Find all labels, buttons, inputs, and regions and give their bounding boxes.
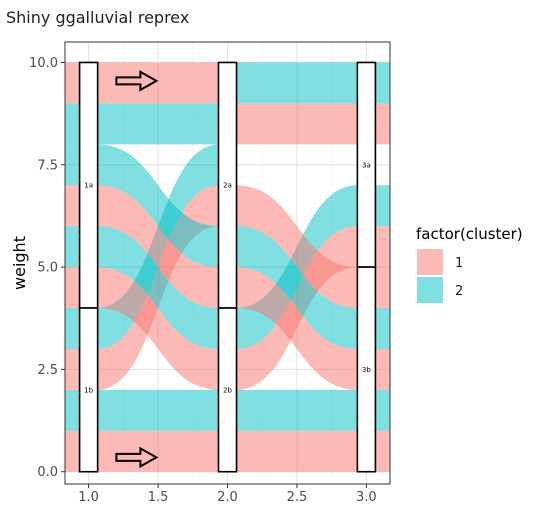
lode-edge <box>65 267 81 309</box>
lode-edge <box>65 144 81 186</box>
flow-band <box>96 389 220 431</box>
flow-band <box>235 185 359 309</box>
lode-edge <box>65 308 81 349</box>
y-tick-label: 10.0 <box>29 56 58 71</box>
x-tick-label: 2.5 <box>287 490 308 505</box>
x-tick-label: 2.0 <box>217 490 238 505</box>
flow-band <box>96 144 220 268</box>
flow-band <box>235 226 359 349</box>
legend-title: factor(cluster) <box>416 225 523 243</box>
lode-edge <box>65 389 81 431</box>
flow-band <box>235 389 359 431</box>
stratum-label: 3a <box>362 161 371 169</box>
legend-label-1: 1 <box>455 256 463 271</box>
y-tick-label: 7.5 <box>37 158 58 173</box>
chart-title: Shiny ggalluvial reprex <box>6 8 189 27</box>
flow-band <box>96 226 220 349</box>
lode-edge <box>65 185 81 227</box>
annotations <box>115 70 159 469</box>
stratum-box <box>356 266 377 473</box>
stratum-label: 1a <box>84 182 93 190</box>
stratum-label: 2b <box>223 386 232 394</box>
flow-band <box>96 267 220 390</box>
x-tick-label: 1.0 <box>78 490 99 505</box>
flow-band <box>235 62 359 104</box>
flow-band <box>96 62 220 104</box>
axes: 0.0 2.5 5.0 7.5 10.0 1.0 1.5 2.0 2.5 3.0 <box>29 56 377 505</box>
lode-edge <box>65 62 81 104</box>
lode-edge <box>65 348 81 390</box>
flow-band <box>235 267 359 390</box>
y-tick-label: 2.5 <box>37 363 58 378</box>
flow-band <box>235 430 359 472</box>
stratum-label: 3b <box>362 366 371 374</box>
x-tick-label: 3.0 <box>356 490 377 505</box>
legend-key-2 <box>417 277 443 303</box>
legend-key-1 <box>417 249 443 275</box>
flow-band <box>96 103 220 145</box>
stratum-label: 2a <box>223 182 232 190</box>
lode-edge <box>65 430 81 472</box>
y-tick-label: 5.0 <box>37 261 58 276</box>
stratum-box <box>78 307 99 473</box>
legend: factor(cluster) 1 2 <box>416 225 523 303</box>
lode-edge <box>65 103 81 145</box>
legend-label-2: 2 <box>455 284 463 299</box>
arrow-annotation <box>115 70 159 92</box>
flow-band <box>235 103 359 145</box>
flow-band <box>96 185 220 309</box>
strata: 1a 1b 2a 2b 3a 3b <box>78 61 377 473</box>
y-tick-label: 0.0 <box>37 465 58 480</box>
flow-band <box>96 430 220 472</box>
arrow-annotation <box>115 446 159 469</box>
x-tick-label: 1.5 <box>148 490 169 505</box>
stratum-label: 1b <box>84 386 93 394</box>
y-axis-title: weight <box>10 236 29 290</box>
lode-edge <box>65 226 81 268</box>
stratum-box <box>217 307 238 473</box>
